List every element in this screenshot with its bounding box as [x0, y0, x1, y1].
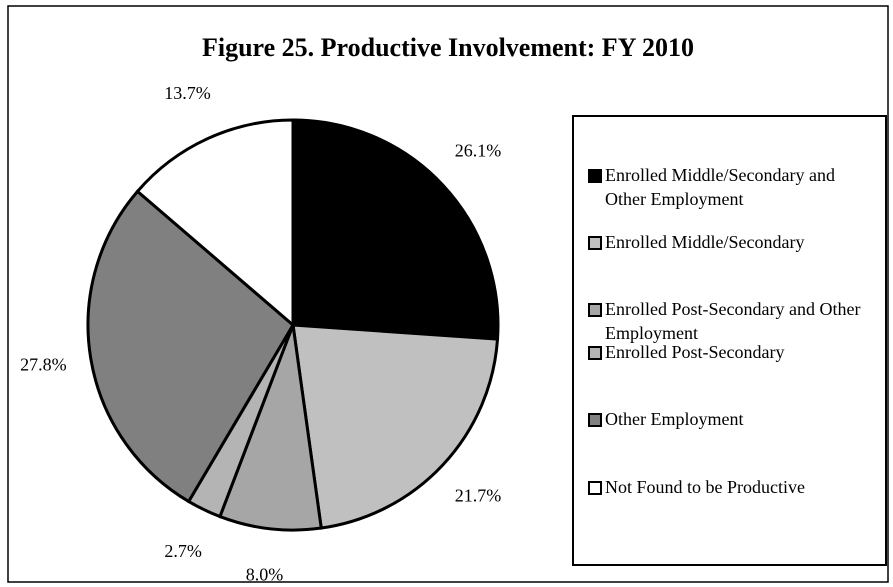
- data-label: 8.0%: [246, 565, 284, 585]
- legend-label: Enrolled Post-Secondary and Other Employ…: [605, 299, 861, 343]
- pie-slice: [135, 118, 295, 329]
- data-label: 13.7%: [164, 83, 211, 103]
- pie-slice: [86, 189, 295, 504]
- legend-item: Enrolled Middle/Secondary: [588, 230, 878, 254]
- data-label: 21.7%: [455, 486, 502, 506]
- legend-item: Enrolled Post-Secondary and Other Employ…: [588, 297, 878, 345]
- legend-swatch: [588, 413, 602, 427]
- legend-item: Not Found to be Productive: [588, 475, 878, 499]
- data-label: 2.7%: [164, 541, 202, 561]
- pie-slice: [291, 118, 500, 341]
- legend-item: Other Employment: [588, 407, 878, 431]
- data-label: 26.1%: [455, 141, 502, 161]
- legend-label: Other Employment: [605, 409, 744, 429]
- data-label: 27.8%: [20, 354, 67, 374]
- legend-item: Enrolled Middle/Secondary and Other Empl…: [588, 163, 878, 211]
- legend-swatch: [588, 346, 602, 360]
- legend-swatch: [588, 236, 602, 250]
- legend-swatch: [588, 169, 602, 183]
- legend-swatch: [588, 303, 602, 317]
- chart-title: Figure 25. Productive Involvement: FY 20…: [202, 33, 694, 62]
- legend-box: [572, 115, 887, 566]
- legend-label: Enrolled Post-Secondary: [605, 342, 785, 362]
- legend-label: Enrolled Middle/Secondary and Other Empl…: [605, 165, 835, 209]
- legend-label: Not Found to be Productive: [605, 477, 805, 497]
- pie-slice: [217, 324, 323, 532]
- pie-slice: [291, 323, 500, 530]
- legend-item: Enrolled Post-Secondary: [588, 340, 878, 364]
- legend-swatch: [588, 481, 602, 495]
- legend-label: Enrolled Middle/Secondary: [605, 232, 805, 252]
